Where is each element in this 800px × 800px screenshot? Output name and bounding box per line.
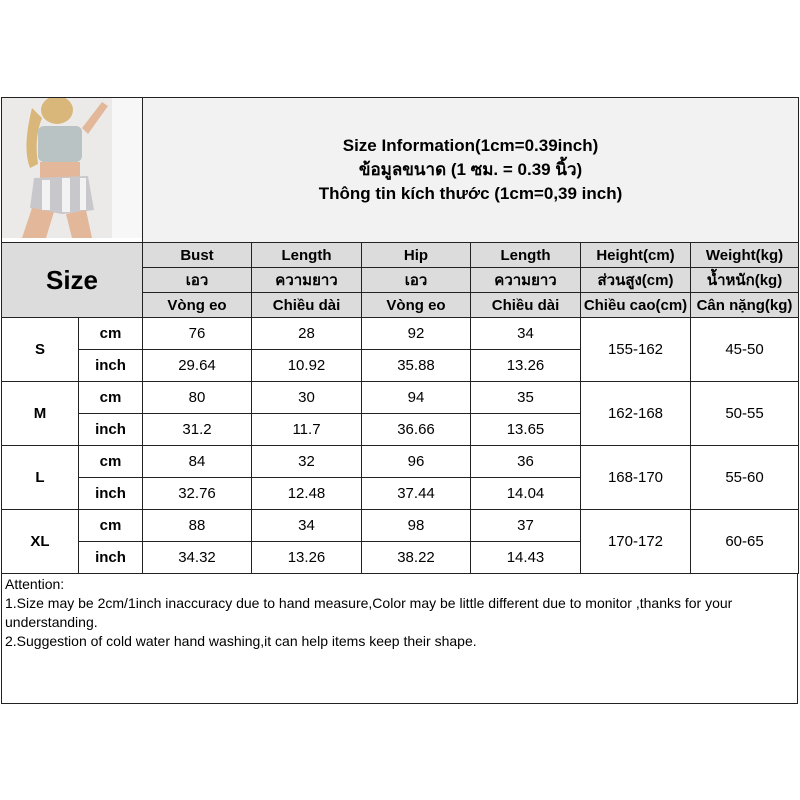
value-cell: 32.76	[142, 477, 252, 510]
value-cell: 96	[361, 445, 471, 478]
size-cell: S	[1, 317, 79, 382]
table-row: XL cm 88 34 98 37 170-172 60-65	[1, 509, 800, 574]
header-cell: ความยาว	[251, 267, 362, 293]
value-cell: 34	[251, 509, 362, 542]
value-cell: 34	[470, 317, 581, 350]
weight-cell: 45-50	[689, 317, 800, 382]
value-cell: 76	[142, 317, 252, 350]
value-cell: 28	[251, 317, 362, 350]
header-cell: Length	[470, 242, 581, 268]
value-cell: 38.22	[361, 541, 471, 574]
value-cell: 13.65	[470, 413, 581, 446]
value-cell: 37.44	[361, 477, 471, 510]
value-cell: 34.32	[142, 541, 252, 574]
product-photo	[1, 96, 143, 243]
size-cell: XL	[1, 509, 79, 574]
unit-cell: inch	[78, 477, 143, 510]
table-row: inch 34.32 13.26 38.22 14.43	[2, 541, 799, 574]
height-cell: 162-168	[580, 381, 691, 446]
header-cell: เอว	[142, 267, 252, 293]
value-cell: 35.88	[361, 349, 471, 382]
size-header: Size	[1, 242, 143, 318]
unit-cell: cm	[78, 509, 143, 542]
value-cell: 88	[142, 509, 252, 542]
value-cell: 35	[470, 381, 581, 414]
attention-note: 1.Size may be 2cm/1inch inaccuracy due t…	[5, 595, 733, 630]
size-table: Size Information(1cm=0.39inch) ข้อมูลขนา…	[1, 96, 800, 574]
value-cell: 32	[251, 445, 362, 478]
size-info-title: Size Information(1cm=0.39inch) ข้อมูลขนา…	[141, 97, 800, 243]
unit-cell: cm	[78, 445, 143, 478]
size-chart: Size Information(1cm=0.39inch) ข้อมูลขนา…	[1, 96, 800, 704]
attention-heading: Attention:	[5, 576, 65, 592]
value-cell: 94	[361, 381, 471, 414]
value-cell: 84	[142, 445, 252, 478]
title-vietnamese: Thông tin kích thước (1cm=0,39 inch)	[318, 184, 623, 203]
value-cell: 98	[361, 509, 471, 542]
unit-cell: inch	[78, 413, 143, 446]
header-cell: Height(cm)	[580, 242, 691, 268]
header-cell: Weight(kg)	[689, 242, 800, 268]
value-cell: 11.7	[251, 413, 362, 446]
header-cell: Cân nặng(kg)	[689, 292, 800, 318]
table-row: inch 29.64 10.92 35.88 13.26	[2, 349, 799, 382]
height-cell: 155-162	[580, 317, 691, 382]
unit-cell: cm	[78, 381, 143, 414]
value-cell: 29.64	[142, 349, 252, 382]
weight-cell: 60-65	[689, 509, 800, 574]
height-cell: 168-170	[580, 445, 691, 510]
header-cell: Length	[251, 242, 362, 268]
unit-cell: inch	[78, 349, 143, 382]
value-cell: 36	[470, 445, 581, 478]
value-cell: 12.48	[251, 477, 362, 510]
model-image	[2, 96, 142, 238]
weight-cell: 50-55	[689, 381, 800, 446]
value-cell: 92	[361, 317, 471, 350]
header-cell: Bust	[142, 242, 252, 268]
header-cell: Chiều dài	[470, 292, 581, 318]
value-cell: 80	[142, 381, 252, 414]
attention-note: 2.Suggestion of cold water hand washing,…	[5, 633, 477, 649]
header-cell: Chiều cao(cm)	[580, 292, 691, 318]
size-cell: M	[1, 381, 79, 446]
value-cell: 13.26	[470, 349, 581, 382]
value-cell: 10.92	[251, 349, 362, 382]
value-cell: 14.04	[470, 477, 581, 510]
header-cell: น้ำหนัก(kg)	[689, 267, 800, 293]
header-cell: เอว	[361, 267, 471, 293]
header-cell: Vòng eo	[142, 292, 252, 318]
value-cell: 31.2	[142, 413, 252, 446]
header-cell: ส่วนสูง(cm)	[580, 267, 691, 293]
table-row: inch 31.2 11.7 36.66 13.65	[2, 413, 799, 446]
title-english: Size Information(1cm=0.39inch)	[342, 136, 599, 155]
attention-notes: Attention: 1.Size may be 2cm/1inch inacc…	[1, 574, 798, 704]
weight-cell: 55-60	[689, 445, 800, 510]
header-cell: ความยาว	[470, 267, 581, 293]
unit-cell: cm	[78, 317, 143, 350]
value-cell: 14.43	[470, 541, 581, 574]
header-cell: Chiều dài	[251, 292, 362, 318]
height-cell: 170-172	[580, 509, 691, 574]
value-cell: 37	[470, 509, 581, 542]
value-cell: 30	[251, 381, 362, 414]
value-cell: 13.26	[251, 541, 362, 574]
header-cell: Hip	[361, 242, 471, 268]
value-cell: 36.66	[361, 413, 471, 446]
header-cell: Vòng eo	[361, 292, 471, 318]
size-cell: L	[1, 445, 79, 510]
title-thai: ข้อมูลขนาด (1 ซม. = 0.39 นิ้ว)	[358, 160, 583, 179]
unit-cell: inch	[78, 541, 143, 574]
